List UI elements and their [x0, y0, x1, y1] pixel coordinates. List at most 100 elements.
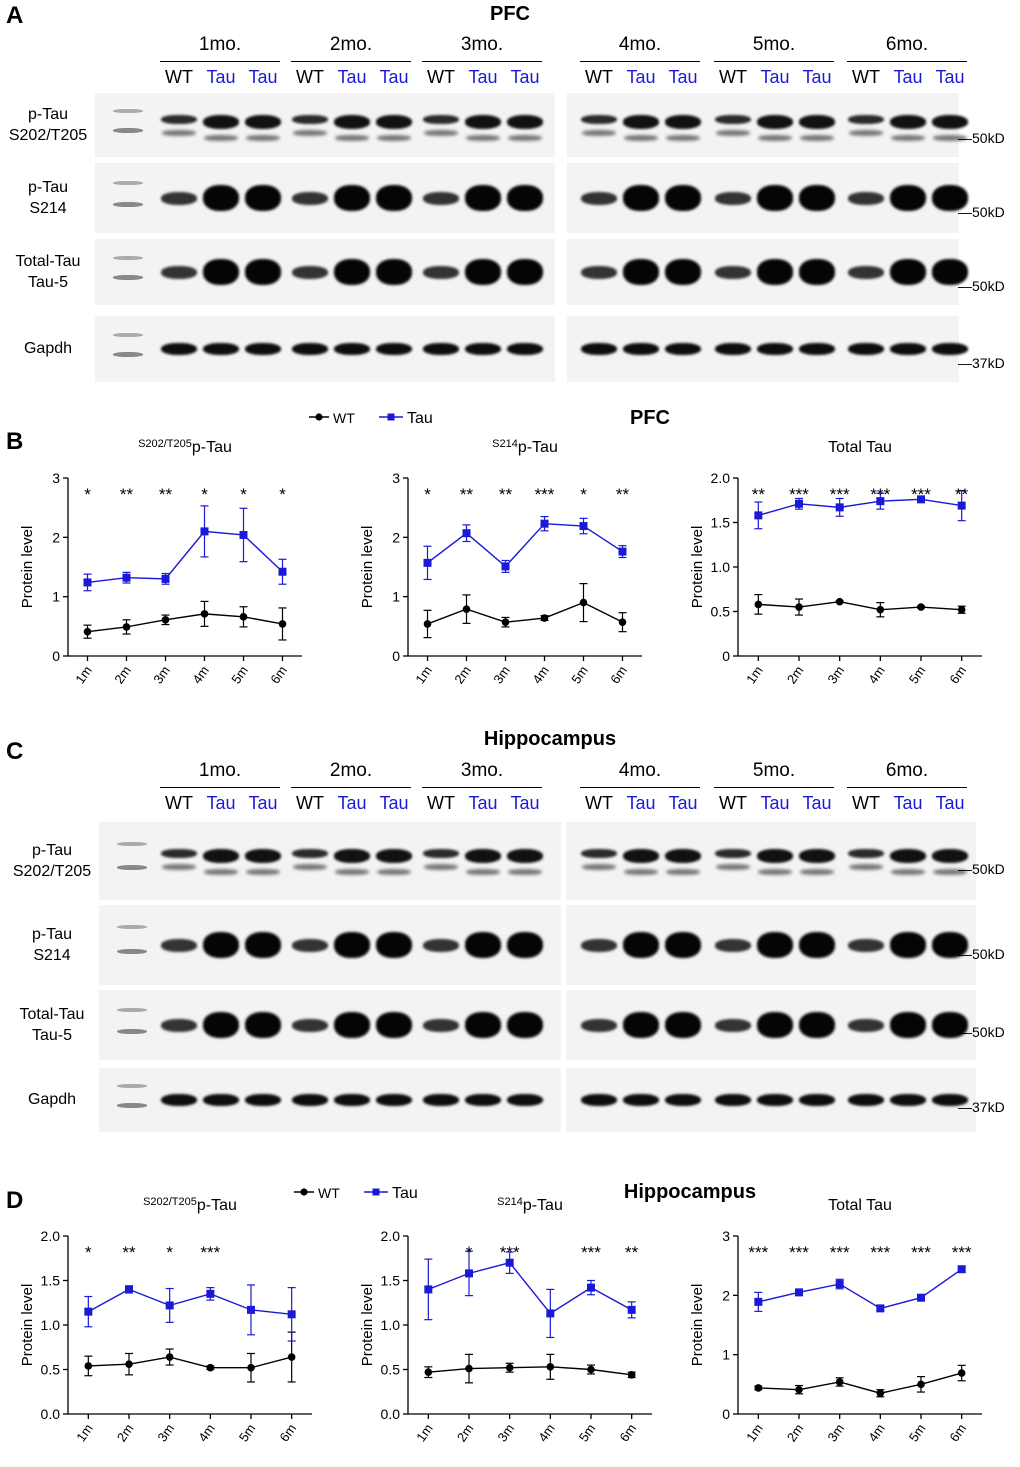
tau-series-line	[428, 1261, 633, 1315]
blot-band	[757, 185, 793, 211]
kd-marker-text: 50kD	[972, 130, 1005, 147]
wt-data-point	[835, 597, 844, 606]
wt-data-point	[795, 1385, 803, 1394]
blot-membrane-right	[566, 905, 976, 985]
blot-band-lower	[204, 869, 238, 876]
blot-band	[665, 1094, 701, 1106]
genotype-wt-label: WT	[427, 67, 455, 87]
blot-row-label-line: Tau-5	[31, 1027, 73, 1044]
x-tick-label: 4m	[189, 663, 212, 686]
blot-band	[581, 1018, 617, 1032]
wt-data-point	[618, 618, 627, 626]
blot-band-lower	[849, 864, 883, 871]
blot-band	[376, 343, 412, 355]
ladder-band	[117, 841, 147, 846]
chart-title-main: p-Tau	[197, 1197, 237, 1214]
blot-band	[715, 1018, 751, 1032]
blot-band	[507, 115, 543, 130]
blot-row-label: p-Tau S214	[2, 924, 102, 966]
kd-marker: —50kD	[958, 861, 1005, 878]
wt-data-point	[423, 620, 432, 628]
blot-band	[848, 265, 884, 279]
significance-marker: ***	[911, 485, 931, 504]
blot-band-lower	[335, 869, 369, 876]
tau-data-point	[917, 1293, 925, 1302]
tau-data-point	[917, 495, 925, 504]
blot-band-lower	[624, 869, 658, 876]
wt-data-point	[754, 600, 763, 609]
blot-band	[932, 185, 968, 211]
y-tick-label: 1.0	[41, 1317, 61, 1333]
tau-data-point	[795, 1288, 803, 1297]
y-tick-label: 1.5	[381, 1273, 401, 1289]
blot-band	[757, 115, 793, 130]
significance-marker: **	[955, 485, 969, 504]
blot-band	[890, 1094, 926, 1106]
x-tick-label: 1m	[413, 1421, 436, 1444]
blot-band	[203, 115, 239, 130]
blot-band	[507, 259, 543, 285]
y-tick-label: 2.0	[41, 1228, 61, 1244]
blot-band-lower	[162, 864, 196, 871]
genotype-tau-label: Tau	[626, 67, 656, 87]
x-tick-label: 6m	[607, 663, 630, 686]
chart-title: S202/T205p-Tau	[138, 438, 232, 456]
wt-data-point	[462, 605, 471, 613]
genotype-tau-label: Tau	[206, 67, 236, 87]
blot-band	[245, 259, 281, 285]
chart-title: Total Tau	[828, 1197, 892, 1214]
blot-band	[623, 849, 659, 864]
x-tick-label: 5m	[906, 663, 929, 686]
blot-band	[932, 849, 968, 864]
genotype-wt-label: WT	[296, 793, 324, 813]
chart-title: S214p-Tau	[497, 1196, 563, 1214]
legend-b-svg: WT Tau	[309, 410, 433, 427]
blot-band	[376, 1094, 412, 1106]
blot-band	[161, 1094, 197, 1106]
significance-marker: ***	[830, 485, 850, 504]
month-underline	[422, 61, 542, 62]
blot-band	[757, 259, 793, 285]
legend-tau-marker	[372, 1188, 380, 1196]
blot-band-lower	[424, 864, 458, 871]
blot-band	[376, 932, 412, 958]
blot-band	[245, 849, 281, 864]
tau-data-point	[505, 1258, 514, 1267]
wt-data-point	[84, 1362, 93, 1370]
blot-band	[581, 265, 617, 279]
significance-marker: *	[240, 485, 247, 504]
blot-band	[423, 265, 459, 279]
x-tick-label: 3m	[824, 663, 847, 686]
blot-row-label-line: S202/T205	[12, 863, 92, 880]
kd-marker-text: 50kD	[972, 277, 1005, 294]
month-label: 1mo.	[198, 760, 242, 781]
blot-band	[292, 343, 328, 355]
chart-title: S214p-Tau	[492, 438, 558, 456]
blot-band	[376, 115, 412, 130]
wt-series-line	[758, 601, 962, 611]
blot-band	[665, 115, 701, 130]
blot-band	[623, 932, 659, 958]
chart-title-main: p-Tau	[192, 439, 232, 456]
kd-marker: —50kD	[958, 277, 1005, 294]
blot-row-label-line: Gapdh	[23, 340, 73, 357]
blot-row-label-line: Gapdh	[27, 1091, 77, 1108]
blot-band	[715, 849, 751, 859]
blot-band	[245, 932, 281, 958]
blot-row-label-line: p-Tau	[31, 842, 73, 859]
wt-data-point	[957, 1369, 966, 1377]
tau-series-line	[758, 498, 962, 517]
blot-band-lower	[293, 130, 327, 137]
blot-band	[292, 938, 328, 952]
wt-data-point	[287, 1353, 296, 1361]
blot-band	[423, 1018, 459, 1032]
significance-marker: *	[466, 1243, 473, 1262]
x-tick-label: 3m	[490, 663, 513, 686]
y-axis-label: Protein level	[359, 526, 376, 609]
blot-band	[715, 938, 751, 952]
wt-data-point	[627, 1371, 636, 1379]
blot-band	[848, 1018, 884, 1032]
blot-band-lower	[582, 864, 616, 871]
wt-data-point	[278, 620, 287, 628]
